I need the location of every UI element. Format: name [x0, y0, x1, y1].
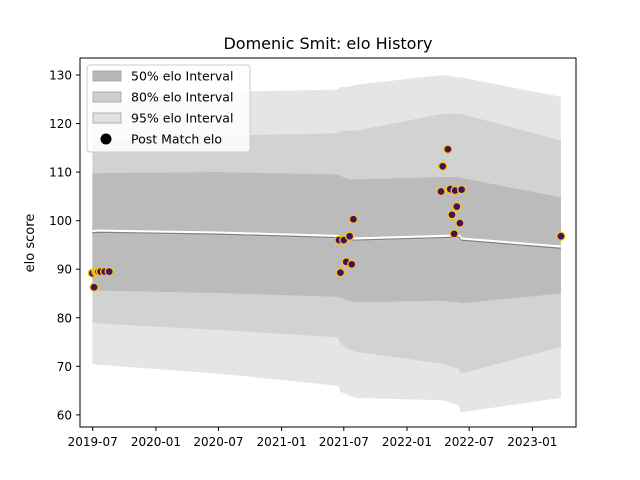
post-match-point	[556, 231, 566, 241]
y-tick-label: 130	[49, 68, 72, 82]
y-tick-label: 120	[49, 117, 72, 131]
legend-marker	[100, 133, 112, 145]
post-match-point	[436, 186, 446, 197]
legend-swatch-band80	[92, 91, 122, 103]
legend-label: 50% elo Interval	[131, 69, 233, 84]
post-match-point	[348, 214, 359, 224]
post-match-point	[449, 229, 459, 239]
post-match-point	[89, 282, 99, 292]
post-match-point	[347, 259, 357, 269]
y-tick-label: 110	[49, 166, 72, 180]
legend-label: Post Match elo	[131, 132, 222, 147]
x-axis: 2019-07 2020-01 2020-07 2021-01 2021-07 2022-…	[68, 427, 557, 449]
post-match-point	[438, 161, 448, 171]
legend: 50% elo Interval 80% elo Interval 95% elo …	[86, 64, 251, 153]
x-tick-label: 2023-01	[507, 435, 557, 449]
post-match-points	[87, 144, 566, 292]
post-match-point	[104, 266, 114, 277]
x-tick-label: 2021-01	[257, 435, 307, 449]
y-tick-label: 70	[57, 360, 72, 374]
y-axis-label: elo score	[23, 214, 38, 273]
y-tick-label: 60	[57, 408, 72, 422]
post-match-point	[456, 184, 467, 195]
y-tick-label: 100	[49, 214, 72, 228]
plot-frame	[79, 57, 577, 428]
interval-bands	[92, 75, 561, 413]
post-match-point	[443, 144, 453, 154]
x-tick-label: 2019-07	[68, 435, 118, 449]
legend-label: 95% elo Interval	[131, 111, 233, 126]
post-match-point	[447, 210, 457, 220]
legend-box	[86, 64, 251, 153]
x-tick-label: 2021-07	[319, 435, 369, 449]
post-match-point	[452, 201, 462, 212]
x-tick-label: 2020-07	[193, 435, 243, 449]
post-match-point	[455, 218, 465, 228]
y-axis: 60 70 80 90 100 110 120 130	[49, 68, 80, 422]
post-match-point	[344, 231, 355, 241]
chart-title: Domenic Smit: elo History	[223, 34, 432, 53]
x-tick-label: 2022-01	[382, 435, 432, 449]
x-tick-label: 2022-07	[444, 435, 494, 449]
post-match-point	[335, 267, 346, 278]
x-tick-label: 2020-01	[131, 435, 181, 449]
y-tick-label: 90	[57, 263, 72, 277]
legend-swatch-band50	[92, 70, 122, 82]
legend-label: 80% elo Interval	[131, 90, 233, 105]
y-tick-label: 80	[57, 311, 72, 325]
legend-swatch-band95	[92, 112, 122, 124]
